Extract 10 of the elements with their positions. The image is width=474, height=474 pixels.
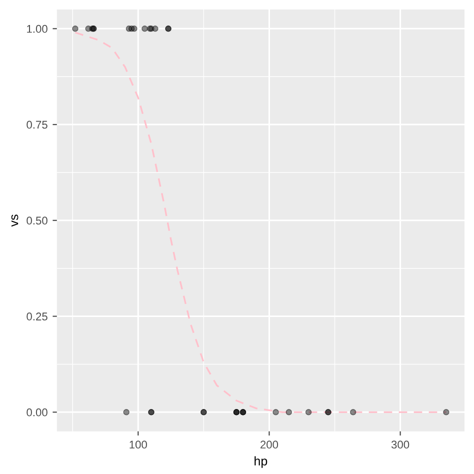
y-tick-label: 0.75 (26, 120, 48, 129)
x-tick-label: 100 (130, 440, 147, 449)
y-tick-label: 1.00 (27, 24, 48, 33)
x-tick-label: 300 (391, 440, 410, 449)
y-tick-label: 0.00 (26, 408, 48, 416)
y-axis-title: vs (11, 214, 18, 227)
y-tick-label: 0.50 (26, 216, 48, 225)
x-tick-label: 200 (260, 440, 278, 449)
y-tick-label: 0.25 (26, 312, 48, 320)
x-axis-title: hp (254, 456, 268, 468)
